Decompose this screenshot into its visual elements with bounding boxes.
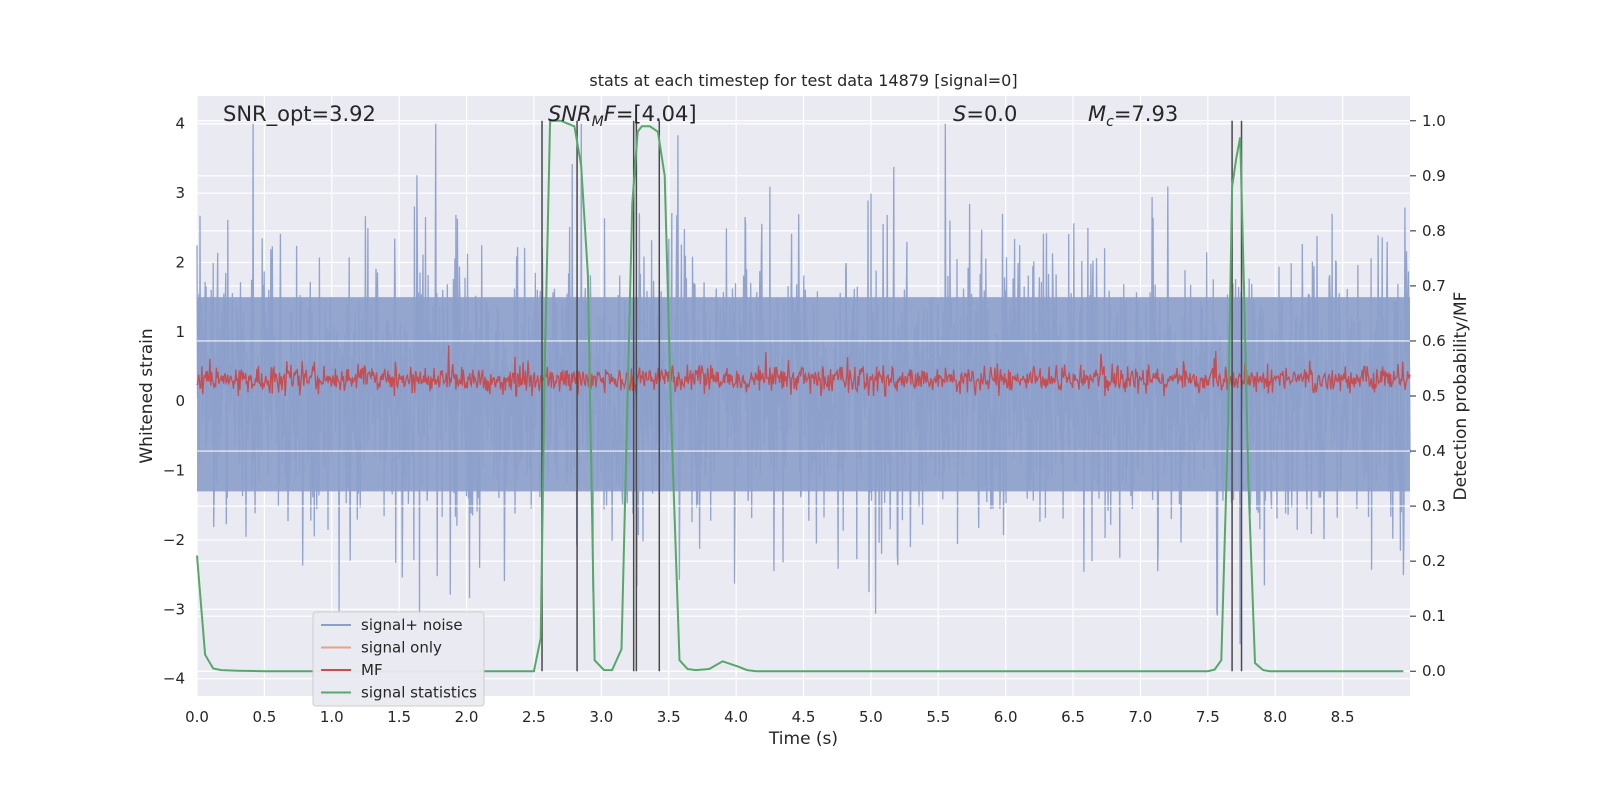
y2-tick-label: 0.0 bbox=[1422, 662, 1446, 680]
series-signal-statistics bbox=[196, 119, 1404, 673]
annotation-s: S=0.0 bbox=[953, 102, 1017, 126]
x-tick-label: 8.5 bbox=[1331, 708, 1355, 726]
y-axis-left: 4 3 2 1 0 −1 −2 −3 −4 bbox=[163, 115, 185, 688]
annotation-snr-opt: SNR_opt=3.92 bbox=[223, 102, 376, 127]
x-tick-label: 7.5 bbox=[1196, 708, 1220, 726]
legend: signal+ noise signal only MF signal statist… bbox=[312, 611, 485, 707]
y-tick-label: −4 bbox=[163, 670, 185, 688]
y2-tick-label: 1.0 bbox=[1422, 112, 1446, 130]
y2-tick-label: 0.4 bbox=[1422, 442, 1446, 460]
legend-box bbox=[312, 611, 485, 707]
x-tick-label: 1.5 bbox=[387, 708, 411, 726]
y2-tick-label: 0.8 bbox=[1422, 222, 1446, 240]
y-tick-label: −2 bbox=[163, 531, 185, 549]
annotation-mc: Mc=7.93 bbox=[1088, 102, 1178, 130]
y-tick-label: −1 bbox=[163, 462, 185, 480]
x-tick-label: 6.5 bbox=[1061, 708, 1085, 726]
annotation-snr-mf: SNRMF=[4.04] bbox=[548, 102, 697, 130]
y2-tick-label: 0.7 bbox=[1422, 277, 1446, 295]
y-axis-right-label: Detection probability/MF bbox=[1451, 292, 1471, 501]
x-tick-label: 4.0 bbox=[724, 708, 748, 726]
y-tick-label: 4 bbox=[175, 115, 185, 133]
mc-symbol: M bbox=[1088, 102, 1106, 126]
legend-label-1: signal only bbox=[361, 639, 442, 657]
x-tick-label: 8.0 bbox=[1263, 708, 1287, 726]
y2-tick-label: 0.3 bbox=[1422, 497, 1446, 515]
x-tick-label: 6.0 bbox=[994, 708, 1018, 726]
y-tick-label: −3 bbox=[163, 600, 185, 618]
x-tick-label: 1.0 bbox=[320, 708, 344, 726]
x-tick-label: 3.5 bbox=[657, 708, 681, 726]
snr-mf-f: F bbox=[604, 102, 617, 126]
x-axis: 0.0 0.5 1.0 1.5 2.0 2.5 3.0 3.5 4.0 4.5 5.0 5.5 6.0 6… bbox=[185, 708, 1354, 726]
x-tick-label: 4.5 bbox=[792, 708, 816, 726]
x-tick-label: 0.0 bbox=[185, 708, 209, 726]
s-value: =0.0 bbox=[966, 102, 1017, 126]
mc-subscript: c bbox=[1106, 114, 1114, 130]
y-tick-label: 1 bbox=[175, 323, 185, 341]
series-mf bbox=[196, 345, 1411, 397]
chart-title: stats at each timestep for test data 148… bbox=[589, 71, 1017, 90]
y-axis-label: Whitened strain bbox=[137, 328, 157, 463]
series-signal-noise-core bbox=[197, 297, 1410, 492]
legend-label-0: signal+ noise bbox=[361, 616, 463, 634]
s-symbol: S bbox=[953, 102, 966, 126]
x-tick-label: 5.5 bbox=[926, 708, 950, 726]
x-axis-label: Time (s) bbox=[768, 729, 838, 749]
y2-tick-label: 0.9 bbox=[1422, 167, 1446, 185]
mc-value: =7.93 bbox=[1114, 102, 1178, 126]
snr-mf-value: =[4.04] bbox=[616, 102, 697, 126]
y2-tick-label: 0.6 bbox=[1422, 332, 1446, 350]
snr-mf-subscript: M bbox=[592, 114, 604, 130]
y-tick-label: 3 bbox=[175, 184, 185, 202]
x-tick-label: 7.0 bbox=[1129, 708, 1153, 726]
snr-mf-symbol: SNR bbox=[548, 102, 592, 126]
y2-tick-label: 0.1 bbox=[1422, 607, 1446, 625]
legend-label-3: signal statistics bbox=[361, 684, 477, 702]
x-tick-label: 2.0 bbox=[455, 708, 479, 726]
y-tick-label: 0 bbox=[175, 392, 185, 410]
y-tick-label: 2 bbox=[175, 253, 185, 271]
x-tick-label: 0.5 bbox=[252, 708, 276, 726]
data-layer bbox=[196, 119, 1411, 673]
y2-tick-label: 0.2 bbox=[1422, 552, 1446, 570]
x-tick-label: 3.0 bbox=[589, 708, 613, 726]
x-tick-label: 5.0 bbox=[859, 708, 883, 726]
y2-tick-label: 0.5 bbox=[1422, 387, 1446, 405]
y-axis-right: 1.0 0.9 0.8 0.7 0.6 0.5 0.4 0.3 0.2 0.1 0.0 bbox=[1410, 112, 1446, 680]
legend-label-2: MF bbox=[361, 661, 383, 679]
x-tick-label: 2.5 bbox=[522, 708, 546, 726]
